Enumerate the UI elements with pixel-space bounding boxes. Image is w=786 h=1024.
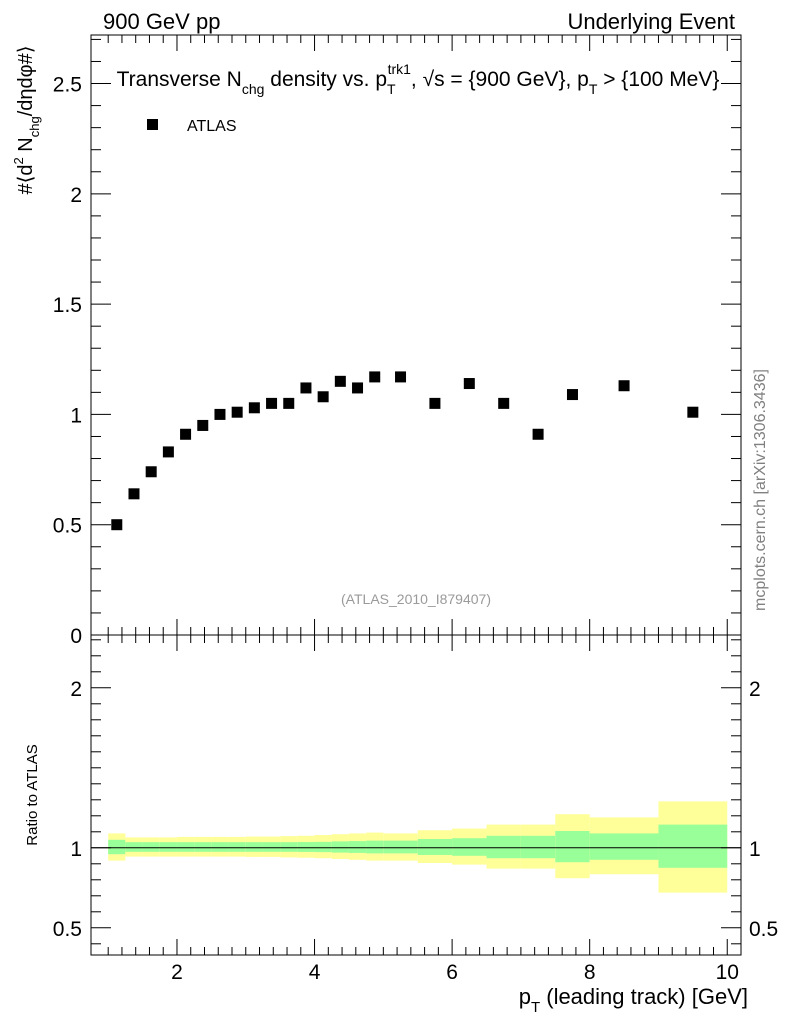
ratio-bands [91, 801, 741, 893]
ratio-frame [90, 634, 742, 956]
ratio-inner-band-15 [366, 840, 384, 854]
ratio-inner-band-11 [297, 842, 315, 852]
x-tick-label: 4 [309, 961, 321, 984]
ratio-inner-band-8 [245, 842, 263, 852]
data-point-18 [463, 378, 475, 390]
ratio-inner-band-16 [383, 840, 418, 854]
x-tick-label: 10 [716, 961, 739, 984]
data-point-7 [231, 406, 243, 418]
axis-ticks [91, 35, 741, 955]
ratio-inner-band-12 [314, 841, 332, 853]
y-tick-label-ratio-right: 1 [749, 838, 761, 861]
ratio-inner-band-20 [520, 835, 556, 859]
y-tick-label-main: 0 [70, 625, 82, 648]
ratio-inner-band-22 [589, 833, 659, 860]
data-point-2 [145, 466, 157, 478]
data-point-12 [317, 391, 329, 403]
data-point-21 [566, 389, 578, 401]
data-point-22 [618, 380, 630, 392]
ratio-inner-band-1 [125, 842, 143, 852]
data-point-11 [300, 382, 312, 394]
y-axis-label-main: #⟨d2 Nchg/dηdφ#⟩ [11, 45, 42, 194]
ratio-inner-band-18 [452, 838, 487, 856]
data-point-19 [498, 397, 510, 409]
data-point-9 [266, 397, 278, 409]
ratio-inner-band-4 [176, 842, 195, 852]
data-point-8 [248, 402, 260, 414]
data-point-4 [180, 428, 192, 440]
y-tick-label-main: 1.5 [53, 294, 82, 317]
x-axis-label: pT (leading track) [GeV] [519, 984, 748, 1016]
x-tick-label: 6 [446, 961, 458, 984]
ratio-inner-band-21 [555, 831, 590, 863]
ratio-inner-band-23 [658, 824, 728, 868]
y-tick-label-main: 2 [70, 184, 82, 207]
legend-label: ATLAS [187, 118, 237, 135]
data-point-15 [369, 371, 381, 383]
data-point-5 [197, 419, 209, 431]
y-axis-label-ratio: Ratio to ATLAS [24, 744, 41, 845]
ratio-inner-band-6 [211, 842, 229, 852]
ratio-inner-band-17 [417, 839, 453, 855]
data-point-16 [395, 371, 407, 383]
header-left: 900 GeV pp [103, 9, 220, 34]
data-point-13 [334, 375, 346, 387]
y-tick-label-ratio-right: 0.5 [749, 918, 778, 941]
data-point-14 [352, 382, 364, 394]
ratio-inner-band-3 [159, 842, 177, 852]
y-tick-label-main: 0.5 [53, 515, 82, 538]
y-tick-label-ratio-left: 0.5 [53, 918, 82, 941]
data-point-20 [532, 428, 544, 440]
header-right: Underlying Event [567, 9, 735, 34]
data-point-1 [128, 488, 140, 500]
ratio-inner-band-5 [194, 842, 212, 852]
ratio-inner-band-2 [142, 842, 160, 852]
legend-marker [147, 119, 158, 130]
data-point-3 [162, 446, 174, 458]
y-tick-label-ratio-right: 2 [749, 678, 761, 701]
ratio-inner-band-10 [280, 842, 298, 852]
data-point-0 [111, 519, 123, 531]
ratio-inner-band-19 [486, 835, 521, 859]
data-point-10 [283, 397, 295, 409]
data-point-6 [214, 408, 226, 420]
data-point-17 [429, 397, 441, 409]
y-tick-label-main: 1 [70, 404, 82, 427]
axis-tick-labels: 0 0.5 1 1.5 2 2.5 0.5 0.5 1 1 2 2 2 4 6 8 10 [53, 74, 778, 984]
side-source-label: mcplots.cern.ch [arXiv:1306.3436] [752, 369, 769, 611]
y-tick-label-ratio-left: 2 [70, 678, 82, 701]
ratio-inner-band-9 [262, 842, 281, 852]
y-tick-label-main: 2.5 [53, 74, 82, 97]
analysis-watermark: (ATLAS_2010_I879407) [341, 591, 491, 607]
data-point-23 [687, 406, 699, 418]
ratio-inner-band-0 [108, 839, 126, 855]
ratio-inner-band-14 [348, 841, 367, 853]
main-points [111, 371, 699, 531]
x-tick-label: 2 [171, 961, 183, 984]
x-tick-label: 8 [584, 961, 596, 984]
ratio-inner-band-7 [228, 842, 246, 852]
plot-title: Transverse Nchg density vs. pTtrk1, √s =… [117, 61, 720, 97]
y-tick-label-ratio-left: 1 [70, 838, 82, 861]
ratio-inner-band-13 [331, 841, 349, 853]
